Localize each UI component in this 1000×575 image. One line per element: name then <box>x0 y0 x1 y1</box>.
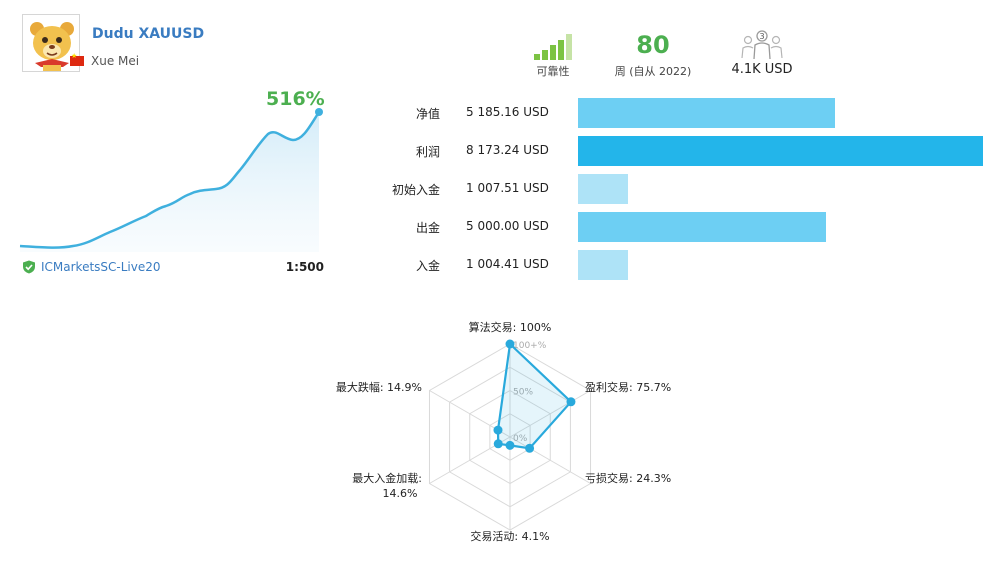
radar-axis-label: 交易活动: 4.1% <box>470 529 549 543</box>
metric-value: 1 004.41 USD <box>466 257 549 271</box>
radar-scale: 0% 50% 100+% <box>513 341 547 444</box>
subscribers-count: 3 <box>759 32 764 41</box>
subscribers-icon: 3 <box>741 30 783 60</box>
china-flag-icon <box>70 52 84 66</box>
radar-spoke <box>509 390 591 438</box>
metric-row-equity: 净值 5 185.16 USD <box>370 96 990 130</box>
signal-header: Dudu XAUUSD Xue Mei 可靠性 80 周 (自从 2022) <box>0 0 1000 90</box>
metric-bar-deposits <box>578 250 628 280</box>
radar-axis-label: 盈利交易: 75.7% <box>585 380 671 394</box>
metric-bar-equity <box>578 98 835 128</box>
radar-series-area <box>496 341 573 450</box>
weeks-stat: 80 周 (自从 2022) <box>600 30 706 79</box>
radar-point[interactable] <box>505 440 515 450</box>
radar-scale-label: 50% <box>513 388 533 398</box>
metric-row-deposits: 入金 1 004.41 USD <box>370 248 990 282</box>
growth-chart[interactable] <box>18 84 328 254</box>
metric-label: 净值 <box>415 107 440 121</box>
reliability-stat: 可靠性 <box>520 30 586 79</box>
radar-spoke <box>509 436 591 484</box>
subscribers-funds: 4.1K USD <box>731 62 793 77</box>
verified-shield-icon <box>23 260 35 274</box>
reliability-label: 可靠性 <box>536 65 570 78</box>
broker-row: ICMarketsSC-Live20 <box>22 260 161 274</box>
metric-value: 8 173.24 USD <box>466 143 549 157</box>
radar-point[interactable] <box>493 425 503 435</box>
radar-point[interactable] <box>505 339 515 349</box>
author-row: Xue Mei <box>70 52 140 69</box>
metric-bar-withdrawals <box>578 212 826 242</box>
broker-server-link[interactable]: ICMarketsSC-Live20 <box>41 260 161 274</box>
radar-axis-label: 最大入金加载: <box>352 471 422 485</box>
leverage-value: 1:500 <box>285 260 324 274</box>
signal-name-link[interactable]: Dudu XAUUSD <box>92 26 205 42</box>
radar-point[interactable] <box>566 397 576 407</box>
metric-row-initial-deposit: 初始入金 1 007.51 USD <box>370 172 990 206</box>
radar-axis-label: 算法交易: 100% <box>469 320 552 334</box>
metric-label: 出金 <box>415 221 440 235</box>
radar-point[interactable] <box>525 443 535 453</box>
metric-label: 初始入金 <box>391 183 440 197</box>
lion-cub-avatar-icon <box>30 22 74 71</box>
metric-value: 5 185.16 USD <box>466 105 549 119</box>
radar-scale-label: 100+% <box>513 341 547 351</box>
radar-point[interactable] <box>493 439 503 449</box>
metric-row-profit: 利润 8 173.24 USD <box>370 134 990 168</box>
growth-line <box>19 111 321 249</box>
reliability-signal-icon <box>534 34 572 60</box>
author-name[interactable]: Xue Mei <box>91 54 140 68</box>
weeks-label: 周 (自从 2022) <box>614 65 692 78</box>
subscribers-stat: 3 4.1K USD <box>720 30 804 77</box>
metric-value: 1 007.51 USD <box>466 181 549 195</box>
weeks-value: 80 <box>636 31 670 59</box>
radar-axis-label-line2: 14.6% <box>383 487 418 500</box>
metric-value: 5 000.00 USD <box>466 219 549 233</box>
avatar[interactable] <box>22 14 80 72</box>
radar-chart[interactable]: 0% 50% 100+% 算法交易: 100% 盈利交易: 75.7% 亏损交易… <box>300 300 720 575</box>
growth-value: 516% <box>266 88 325 110</box>
growth-end-point <box>315 108 323 116</box>
growth-area <box>20 112 319 252</box>
radar-axis-labels: 算法交易: 100% 盈利交易: 75.7% 亏损交易: 24.3% 交易活动:… <box>336 320 671 543</box>
metric-bar-initial-deposit <box>578 174 628 204</box>
radar-shape <box>493 339 576 453</box>
metric-bar-profit <box>578 136 983 166</box>
radar-scale-label: 0% <box>513 434 528 444</box>
metric-row-withdrawals: 出金 5 000.00 USD <box>370 210 990 244</box>
metric-label: 入金 <box>415 259 440 273</box>
metric-label: 利润 <box>415 145 440 159</box>
radar-axis-label: 最大跌幅: 14.9% <box>336 380 422 394</box>
radar-axis-label: 亏损交易: 24.3% <box>585 471 671 485</box>
